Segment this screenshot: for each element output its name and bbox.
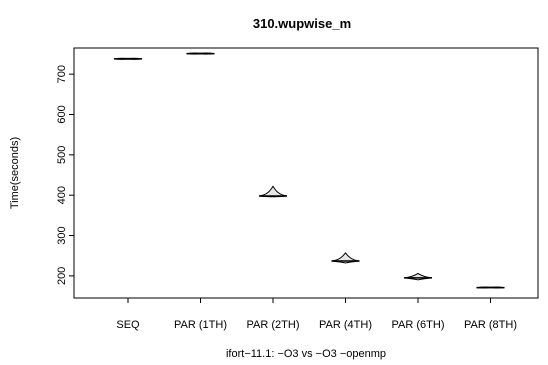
violin-group [113,52,505,289]
violin [186,52,215,55]
y-tick-label: 700 [56,65,68,83]
violin [258,185,288,198]
violin-shape [403,272,433,281]
x-tick-label: PAR (8TH) [464,319,517,331]
plot-frame [73,47,539,299]
y-tick-label: 600 [56,105,68,123]
x-tick-label: SEQ [116,319,140,331]
violin [113,57,143,60]
y-axis: 200 300 400 500 600 700 [56,65,74,285]
x-tick-label: PAR (4TH) [319,319,372,331]
y-tick-label: 500 [56,146,68,164]
y-tick-label: 400 [56,186,68,204]
violin-shape [258,185,288,198]
y-tick-label: 300 [56,226,68,244]
x-axis-label: ifort−11.1: −O3 vs −O3 −openmp [226,348,386,360]
x-tick-label: PAR (6TH) [392,319,445,331]
violin [403,272,433,281]
y-tick-label: 200 [56,267,68,285]
x-axis: SEQ PAR (1TH) PAR (2TH) PAR (4TH) PAR (6TH) P… [116,298,517,331]
violin [331,252,360,264]
chart-title: 310.wupwise_m [253,16,351,31]
x-tick-label: PAR (2TH) [247,319,300,331]
x-tick-label: PAR (1TH) [174,319,227,331]
violin [476,286,505,289]
y-axis-label: Time(seconds) [9,137,21,209]
